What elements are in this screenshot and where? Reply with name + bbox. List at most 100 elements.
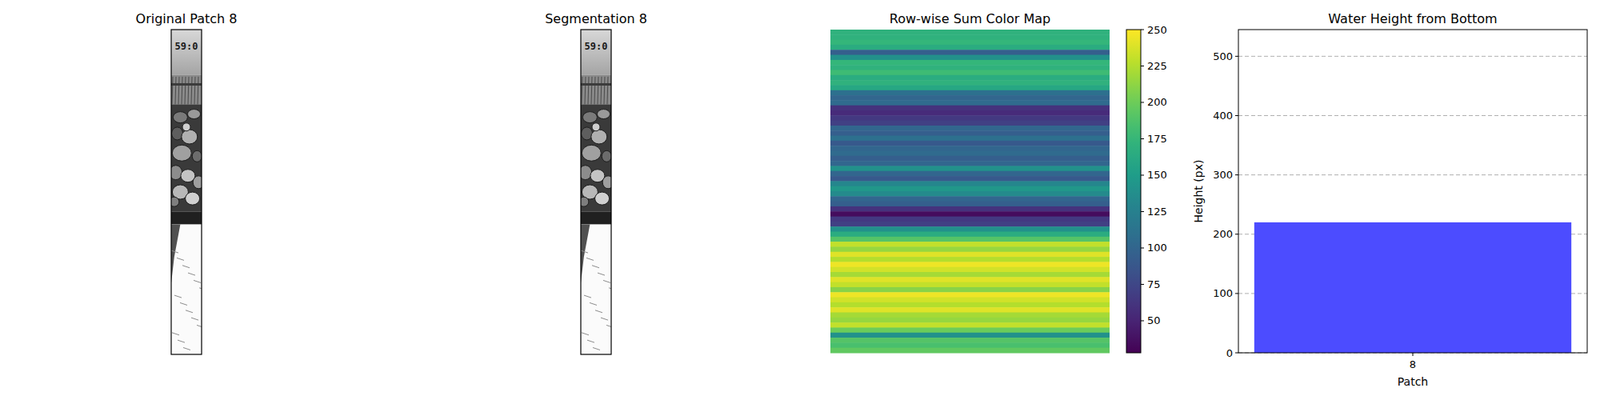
overlay-text: 59:0 bbox=[175, 40, 199, 52]
rock bbox=[185, 192, 200, 205]
figure: 59:0Original Patch 859:0Segmentation 8Ro… bbox=[0, 0, 1600, 400]
y-tick-label: 0 bbox=[1226, 347, 1233, 360]
heatmap-cell bbox=[830, 120, 1110, 127]
rocks bbox=[171, 104, 202, 212]
fence-slat bbox=[600, 76, 602, 105]
rock bbox=[591, 129, 608, 144]
y-tick bbox=[1235, 352, 1239, 354]
colorbar-tick-label: 175 bbox=[1147, 132, 1168, 145]
heatmap-cell bbox=[830, 40, 1110, 46]
heatmap-cell bbox=[830, 75, 1110, 81]
x-axis-label: Patch bbox=[1397, 375, 1428, 388]
colorbar-tick-label: 125 bbox=[1147, 205, 1168, 218]
fence-slat bbox=[197, 76, 199, 105]
heatmap-cell bbox=[830, 165, 1110, 172]
ripple bbox=[592, 265, 600, 268]
rock bbox=[602, 176, 612, 189]
image-content bbox=[171, 29, 202, 355]
shadow-band bbox=[580, 211, 612, 224]
image-frame bbox=[171, 29, 202, 355]
fence-slat bbox=[175, 76, 176, 105]
overlay-text: 59:0 bbox=[584, 40, 608, 52]
heatmap-cell bbox=[830, 140, 1110, 147]
fence-slat bbox=[591, 76, 592, 105]
heatmap-cell bbox=[830, 125, 1110, 132]
ripple bbox=[177, 340, 185, 343]
heatmap-cell bbox=[830, 302, 1110, 308]
fence-slat bbox=[172, 76, 173, 105]
heatmap-cell bbox=[830, 206, 1110, 212]
heatmap-cell bbox=[830, 100, 1110, 106]
heatmap-cell bbox=[830, 151, 1110, 157]
water bbox=[580, 224, 612, 355]
fence-slat bbox=[191, 76, 192, 105]
grid-line bbox=[1238, 115, 1588, 116]
heatmap-cell bbox=[830, 105, 1110, 112]
heatmap-cell bbox=[830, 176, 1110, 182]
y-tick bbox=[1235, 292, 1239, 294]
bank bbox=[171, 224, 180, 284]
heatmap-cell bbox=[830, 252, 1110, 258]
heatmap-cell bbox=[830, 84, 1110, 91]
y-tick bbox=[1235, 174, 1239, 176]
heatmap-cell bbox=[830, 221, 1110, 228]
rock bbox=[581, 144, 601, 161]
heatmap-cell bbox=[830, 232, 1110, 238]
heatmap-cell bbox=[830, 70, 1110, 76]
fence-rail bbox=[580, 83, 612, 86]
y-tick bbox=[1235, 56, 1239, 57]
heatmap-cell bbox=[830, 282, 1110, 288]
heatmap-cell bbox=[830, 49, 1110, 56]
fence bbox=[580, 75, 612, 105]
colorbar-tick bbox=[1140, 29, 1144, 31]
bar bbox=[1254, 222, 1572, 353]
rock bbox=[188, 109, 201, 120]
colorbar-tick bbox=[1140, 211, 1144, 212]
heatmap-cell bbox=[830, 44, 1110, 51]
heatmap-cell bbox=[830, 95, 1110, 101]
ripple bbox=[584, 295, 592, 298]
heatmap-cell bbox=[830, 145, 1110, 152]
fence-slat bbox=[594, 76, 596, 105]
heatmap-cell bbox=[830, 327, 1110, 333]
ripple bbox=[176, 257, 184, 260]
heatmap-cell bbox=[830, 261, 1110, 268]
colorbar-tick bbox=[1140, 174, 1144, 176]
y-tick-label: 400 bbox=[1212, 109, 1233, 122]
heatmap-cell bbox=[830, 160, 1110, 167]
ripple bbox=[180, 302, 188, 305]
heatmap-cell bbox=[830, 246, 1110, 252]
ripple bbox=[589, 302, 597, 305]
ripple bbox=[580, 250, 588, 253]
fence-slat bbox=[597, 76, 599, 105]
heatmap-cell bbox=[830, 171, 1110, 177]
heatmap-cell bbox=[830, 180, 1110, 187]
ripple bbox=[193, 280, 201, 283]
rock bbox=[172, 144, 192, 161]
heatmap-cell bbox=[830, 236, 1110, 243]
colorbar-tick bbox=[1140, 284, 1144, 285]
y-tick bbox=[1235, 115, 1239, 116]
heatmap-cell bbox=[830, 29, 1110, 36]
ripple bbox=[600, 317, 608, 320]
ripple bbox=[172, 332, 180, 336]
x-tick-label: 8 bbox=[1409, 358, 1416, 371]
colorbar-tick bbox=[1140, 65, 1144, 67]
heatmap-cell bbox=[830, 136, 1110, 142]
ripple bbox=[592, 347, 600, 350]
heatmap bbox=[830, 29, 1110, 354]
heatmap-cell bbox=[830, 60, 1110, 66]
colorbar-tick-label: 100 bbox=[1147, 241, 1168, 254]
colorbar-tick bbox=[1140, 247, 1144, 248]
heatmap-cell bbox=[830, 337, 1110, 344]
colorbar-tick bbox=[1140, 138, 1144, 140]
ripple bbox=[586, 257, 594, 260]
heatmap-cell bbox=[830, 34, 1110, 40]
rocks bbox=[580, 104, 612, 212]
heatmap-cell bbox=[830, 272, 1110, 278]
rock bbox=[580, 165, 592, 180]
heatmap-cell bbox=[830, 322, 1110, 328]
heatmap-cell bbox=[830, 226, 1110, 232]
fence-slat bbox=[581, 76, 583, 105]
heatmap-cell bbox=[830, 276, 1110, 283]
